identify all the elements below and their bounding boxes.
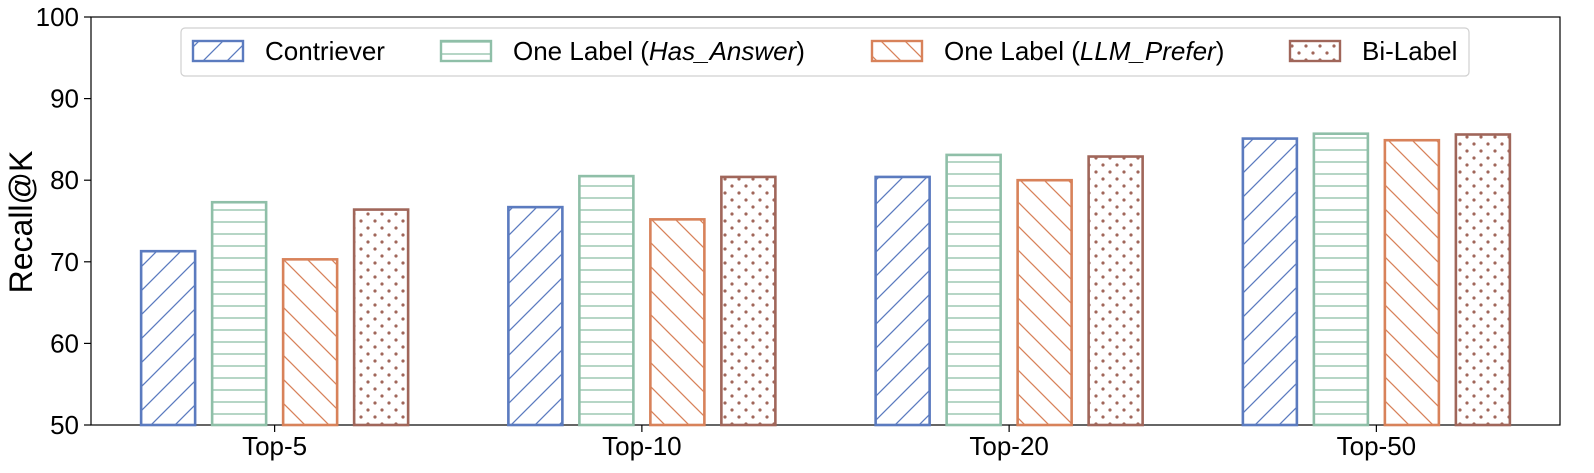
bar-series-2-top-50 — [1312, 132, 1370, 427]
legend-label-suffix: ) — [1216, 36, 1225, 66]
bar-series-4-top-5 — [352, 208, 410, 427]
y-tick-label: 60 — [50, 328, 79, 358]
legend-label-1: Contriever — [265, 36, 385, 66]
y-tick-label: 70 — [50, 247, 79, 277]
x-tick-label: Top-5 — [242, 431, 307, 461]
bar-series-4-top-50 — [1454, 133, 1512, 427]
legend-label-prefix: One Label ( — [513, 36, 649, 66]
y-tick-label: 50 — [50, 410, 79, 440]
legend: Contriever One Label (Has_Answer) One Labe… — [180, 27, 1470, 77]
legend-swatch-1 — [191, 39, 245, 63]
legend-label-italic: Has_Answer — [649, 36, 798, 66]
bar-series-4-top-20 — [1087, 155, 1144, 427]
bar-series-3-top-10 — [649, 218, 706, 427]
legend-label-prefix: Bi-Label — [1362, 36, 1457, 66]
bar-series-4-top-10 — [720, 175, 777, 427]
bar-series-2-top-10 — [578, 174, 635, 427]
legend-box — [180, 27, 1470, 77]
plot-area: 50 60 70 80 90 100 Top-5 Top-10 Top-20 Top-50 — [36, 2, 1561, 461]
legend-label-2: One Label (Has_Answer) — [513, 36, 805, 66]
y-axis-label: Recall@K — [3, 151, 39, 294]
legend-swatch-2 — [439, 39, 493, 63]
legend-label-4: Bi-Label — [1362, 36, 1457, 66]
bar-series-1-top-50 — [1241, 137, 1299, 427]
x-tick-label: Top-10 — [602, 431, 682, 461]
bar-series-3-top-50 — [1383, 138, 1441, 427]
bar-series-1-top-10 — [507, 205, 564, 427]
legend-swatch-4 — [1288, 39, 1342, 63]
y-tick-label: 100 — [36, 2, 79, 32]
legend-label-3: One Label (LLM_Prefer) — [944, 36, 1224, 66]
legend-label-suffix: ) — [796, 36, 805, 66]
y-tick-label: 80 — [50, 165, 79, 195]
x-tick-label: Top-50 — [1337, 431, 1417, 461]
bar-series-1-top-20 — [874, 175, 931, 427]
bar-series-1-top-5 — [139, 249, 197, 427]
legend-label-italic: LLM_Prefer — [1080, 36, 1217, 66]
bar-series-2-top-5 — [210, 200, 268, 427]
y-tick-label: 90 — [50, 84, 79, 114]
bar-series-3-top-20 — [1016, 178, 1073, 427]
plot-frame — [90, 16, 1561, 426]
bar-series-2-top-20 — [945, 153, 1002, 427]
legend-swatch-3 — [870, 39, 924, 63]
x-tick-label: Top-20 — [969, 431, 1049, 461]
bar-series-3-top-5 — [281, 258, 339, 427]
legend-label-prefix: One Label ( — [944, 36, 1080, 66]
legend-label-prefix: Contriever — [265, 36, 385, 66]
